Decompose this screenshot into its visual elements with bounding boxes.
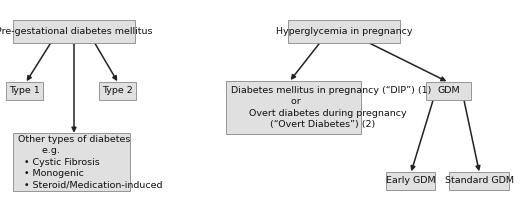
FancyBboxPatch shape (425, 82, 472, 100)
Text: Type 2: Type 2 (102, 86, 133, 95)
Text: Standard GDM: Standard GDM (445, 176, 514, 185)
Text: Hyperglycemia in pregnancy: Hyperglycemia in pregnancy (276, 27, 412, 36)
Text: Pre-gestational diabetes mellitus: Pre-gestational diabetes mellitus (0, 27, 152, 36)
FancyBboxPatch shape (449, 172, 509, 190)
Text: Type 1: Type 1 (9, 86, 40, 95)
FancyBboxPatch shape (13, 20, 135, 43)
FancyBboxPatch shape (226, 81, 361, 134)
FancyBboxPatch shape (288, 20, 400, 43)
FancyBboxPatch shape (13, 133, 130, 191)
FancyBboxPatch shape (6, 82, 43, 100)
FancyBboxPatch shape (386, 172, 435, 190)
Text: Other types of diabetes
        e.g.
  • Cystic Fibrosis
  • Monogenic
  • Stero: Other types of diabetes e.g. • Cystic Fi… (18, 135, 162, 189)
FancyBboxPatch shape (99, 82, 136, 100)
Text: Diabetes mellitus in pregnancy (“DIP”) (1)
                    or
      Overt di: Diabetes mellitus in pregnancy (“DIP”) (… (231, 86, 431, 129)
Text: GDM: GDM (437, 86, 460, 95)
Text: Early GDM: Early GDM (385, 176, 435, 185)
